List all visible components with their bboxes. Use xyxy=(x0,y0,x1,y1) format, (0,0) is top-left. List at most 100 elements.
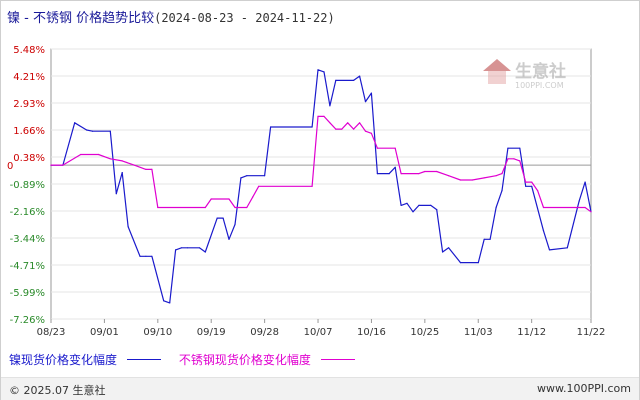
data-point-stainless xyxy=(50,164,52,166)
data-point-stainless xyxy=(317,115,319,117)
data-point-nickel xyxy=(204,251,206,253)
data-point-stainless xyxy=(525,181,527,183)
data-point-nickel xyxy=(353,79,355,81)
data-point-nickel xyxy=(317,69,319,71)
data-point-nickel xyxy=(412,211,414,213)
legend-label-nickel: 镍现货价格变化幅度 xyxy=(9,353,118,367)
data-point-stainless xyxy=(341,128,343,130)
data-point-stainless xyxy=(531,181,533,183)
y-tick-label: -4.71% xyxy=(10,261,45,272)
data-point-nickel xyxy=(406,202,408,204)
footer-copyright: © 2025.07 生意社 xyxy=(9,384,106,397)
data-point-nickel xyxy=(115,193,117,195)
data-point-stainless xyxy=(584,206,586,209)
data-point-nickel xyxy=(74,122,76,124)
data-point-stainless xyxy=(519,160,521,162)
data-point-nickel xyxy=(240,177,242,179)
data-point-stainless xyxy=(394,147,396,149)
data-point-stainless xyxy=(537,190,539,192)
x-tick-label: 09/28 xyxy=(250,327,279,338)
footer-site-link[interactable]: www.100PPI.com xyxy=(537,382,631,395)
data-point-stainless xyxy=(204,206,206,209)
data-point-nickel xyxy=(186,247,189,249)
data-point-nickel xyxy=(430,204,432,206)
data-point-stainless xyxy=(495,175,497,177)
data-point-stainless xyxy=(145,168,147,170)
data-point-nickel xyxy=(376,173,378,175)
data-point-stainless xyxy=(370,132,372,134)
data-point-nickel xyxy=(86,129,88,131)
data-point-stainless xyxy=(542,206,545,209)
watermark-brand: 生意社 xyxy=(515,61,566,82)
data-point-stainless xyxy=(109,158,111,160)
y-tick-label: -2.16% xyxy=(10,207,45,218)
data-point-nickel xyxy=(542,230,545,232)
x-tick-label: 10/25 xyxy=(410,327,439,338)
x-tick-label: 09/01 xyxy=(90,327,119,338)
data-point-nickel xyxy=(163,300,165,302)
data-point-stainless xyxy=(151,168,153,170)
data-point-stainless xyxy=(252,196,254,198)
data-point-stainless xyxy=(364,130,367,132)
y-tick-label: 1.66% xyxy=(13,126,45,137)
legend-item-nickel: 镍现货价格变化幅度 xyxy=(9,351,162,368)
data-point-stainless xyxy=(157,206,159,209)
legend-swatch-nickel xyxy=(127,359,162,360)
data-point-stainless xyxy=(97,153,100,156)
data-point-nickel xyxy=(198,247,200,249)
x-tick-label: 10/16 xyxy=(357,327,386,338)
logo-house-icon xyxy=(488,71,506,84)
data-point-stainless xyxy=(62,164,64,166)
data-point-nickel xyxy=(246,175,248,177)
data-point-nickel xyxy=(442,251,444,253)
data-point-nickel xyxy=(180,247,183,249)
data-point-stainless xyxy=(246,206,248,209)
data-point-stainless xyxy=(258,185,260,187)
data-point-nickel xyxy=(436,209,438,211)
data-point-stainless xyxy=(448,175,450,177)
data-point-stainless xyxy=(329,122,331,124)
data-point-nickel xyxy=(139,255,141,257)
data-point-nickel xyxy=(311,126,313,128)
data-point-nickel xyxy=(388,173,390,175)
data-point-nickel xyxy=(400,204,402,206)
y-tick-label: -3.44% xyxy=(10,234,45,245)
data-point-stainless xyxy=(376,147,378,149)
data-point-stainless xyxy=(513,158,515,160)
y-tick-label: 5.48% xyxy=(13,45,45,56)
data-point-stainless xyxy=(210,198,212,200)
data-point-stainless xyxy=(483,177,485,179)
data-point-stainless xyxy=(335,128,337,130)
data-point-nickel xyxy=(109,130,111,132)
footer-bar: © 2025.07 生意社 www.100PPI.com xyxy=(1,377,639,400)
watermark-logo: 生意社 100PPI.COM xyxy=(483,59,566,90)
data-point-stainless xyxy=(347,122,349,124)
chart-legend: 镍现货价格变化幅度 不锈钢现货价格变化幅度 xyxy=(9,351,369,368)
data-point-nickel xyxy=(418,204,420,206)
x-tick-label: 09/10 xyxy=(143,327,172,338)
legend-item-stainless: 不锈钢现货价格变化幅度 xyxy=(179,351,355,368)
y-tick-label: 2.93% xyxy=(13,99,45,110)
data-point-nickel xyxy=(489,238,491,240)
data-point-nickel xyxy=(531,185,533,187)
data-point-nickel xyxy=(584,181,586,183)
data-point-nickel xyxy=(264,175,266,177)
data-point-stainless xyxy=(424,170,426,173)
y-tick-label: -7.26% xyxy=(10,315,45,326)
data-point-stainless xyxy=(234,206,236,209)
y-tick-label: 4.21% xyxy=(13,72,45,83)
data-point-stainless xyxy=(436,170,438,173)
data-point-nickel xyxy=(519,147,521,149)
data-point-nickel xyxy=(169,302,171,304)
y-tick-label: -5.99% xyxy=(10,288,45,299)
data-point-stainless xyxy=(353,128,355,130)
data-point-nickel xyxy=(228,238,230,240)
data-point-nickel xyxy=(566,247,568,249)
legend-label-stainless: 不锈钢现货价格变化幅度 xyxy=(178,353,311,367)
data-point-nickel xyxy=(459,262,462,264)
y-tick-label: 0.38% xyxy=(13,153,45,164)
chart-title: 镍 - 不锈钢 价格趋势比较(2024-08-23 - 2024-11-22) xyxy=(7,7,335,26)
data-point-nickel xyxy=(335,79,337,81)
data-point-nickel xyxy=(370,92,372,94)
